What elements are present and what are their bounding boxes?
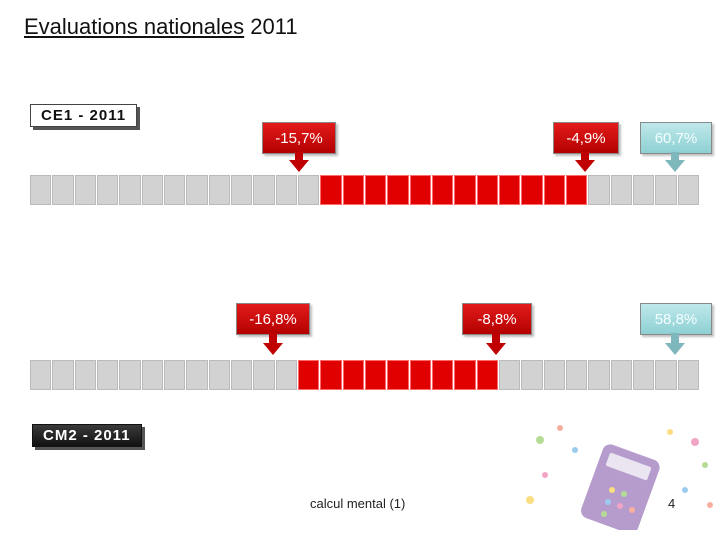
cm2-cell	[74, 360, 96, 390]
ce1-cell	[610, 175, 632, 205]
cm2-cell	[141, 360, 163, 390]
ce1-callout-1-stem	[295, 152, 303, 162]
cm2-cell-red	[432, 360, 454, 390]
ce1-bar	[30, 175, 700, 207]
cm2-cell	[543, 360, 565, 390]
cm2-callout-2-stem	[492, 333, 500, 345]
ce1-cell	[164, 175, 186, 205]
ce1-cell	[119, 175, 141, 205]
cm2-cell	[655, 360, 677, 390]
cm2-cell-red	[298, 360, 320, 390]
ce1-cell	[208, 175, 230, 205]
cm2-cell	[253, 360, 275, 390]
ce1-cell	[231, 175, 253, 205]
page-number: 4	[668, 496, 676, 511]
ce1-callout-3-stem	[671, 152, 679, 162]
cm2-cell-red	[409, 360, 431, 390]
ce1-cell	[52, 175, 74, 205]
cm2-cell	[275, 360, 297, 390]
ce1-cell-red	[409, 175, 431, 205]
ce1-cell-red	[342, 175, 364, 205]
ce1-cell	[141, 175, 163, 205]
ce1-cell-red	[476, 175, 498, 205]
ce1-cell	[74, 175, 96, 205]
ce1-tag: CE1 - 2011	[30, 104, 138, 127]
calculatrice-logo-icon	[526, 425, 713, 530]
cm2-callout-1-stem	[269, 333, 277, 345]
ce1-cell-red	[566, 175, 588, 205]
footer-text: calcul mental (1)	[310, 496, 406, 511]
cm2-tag: CM2 - 2011	[32, 424, 142, 447]
cm2-cell	[208, 360, 230, 390]
ce1-cell	[186, 175, 208, 205]
ce1-callout-3: 60,7%	[640, 122, 712, 154]
cm2-cell	[97, 360, 119, 390]
ce1-callout-1: -15,7%	[262, 122, 336, 154]
cm2-cell-red	[387, 360, 409, 390]
ce1-cell-red	[521, 175, 543, 205]
cm2-cell	[30, 360, 52, 390]
cm2-cell	[566, 360, 588, 390]
ce1-cell	[97, 175, 119, 205]
cm2-cell-red	[365, 360, 387, 390]
cm2-cell	[186, 360, 208, 390]
cm2-cell-red	[320, 360, 342, 390]
ce1-cell-red	[432, 175, 454, 205]
ce1-arrow-2-icon	[575, 160, 595, 172]
ce1-cell-red	[499, 175, 521, 205]
ce1-arrow-1-icon	[289, 160, 309, 172]
cm2-bar	[30, 360, 700, 392]
cm2-arrow-2-icon	[486, 343, 506, 355]
cm2-cell-red	[476, 360, 498, 390]
cm2-callout-1: -16,8%	[236, 303, 310, 335]
ce1-callout-2-stem	[581, 152, 589, 162]
cm2-cell	[588, 360, 610, 390]
cm2-cell-red	[342, 360, 364, 390]
cm2-cell	[521, 360, 543, 390]
cm2-callout-3-stem	[671, 333, 679, 345]
ce1-cell-red	[454, 175, 476, 205]
cm2-arrow-1-icon	[263, 343, 283, 355]
ce1-cell-red	[387, 175, 409, 205]
ce1-cell	[588, 175, 610, 205]
ce1-cell	[633, 175, 655, 205]
ce1-cell	[298, 175, 320, 205]
ce1-cell-red	[365, 175, 387, 205]
cm2-cell	[499, 360, 521, 390]
ce1-cell	[253, 175, 275, 205]
page-title: Evaluations nationales 2011	[24, 14, 298, 39]
ce1-cell	[655, 175, 677, 205]
cm2-cell	[164, 360, 186, 390]
cm2-cell	[119, 360, 141, 390]
ce1-cell	[677, 175, 699, 205]
cm2-callout-2: -8,8%	[462, 303, 532, 335]
ce1-arrow-3-icon	[665, 160, 685, 172]
ce1-cell	[275, 175, 297, 205]
cm2-callout-3: 58,8%	[640, 303, 712, 335]
cm2-cell	[610, 360, 632, 390]
ce1-cell-red	[543, 175, 565, 205]
cm2-cell	[52, 360, 74, 390]
cm2-cell	[633, 360, 655, 390]
ce1-cell	[30, 175, 52, 205]
cm2-cell	[677, 360, 699, 390]
cm2-arrow-3-icon	[665, 343, 685, 355]
cm2-cell-red	[454, 360, 476, 390]
ce1-callout-2: -4,9%	[553, 122, 619, 154]
cm2-cell	[231, 360, 253, 390]
ce1-cell-red	[320, 175, 342, 205]
